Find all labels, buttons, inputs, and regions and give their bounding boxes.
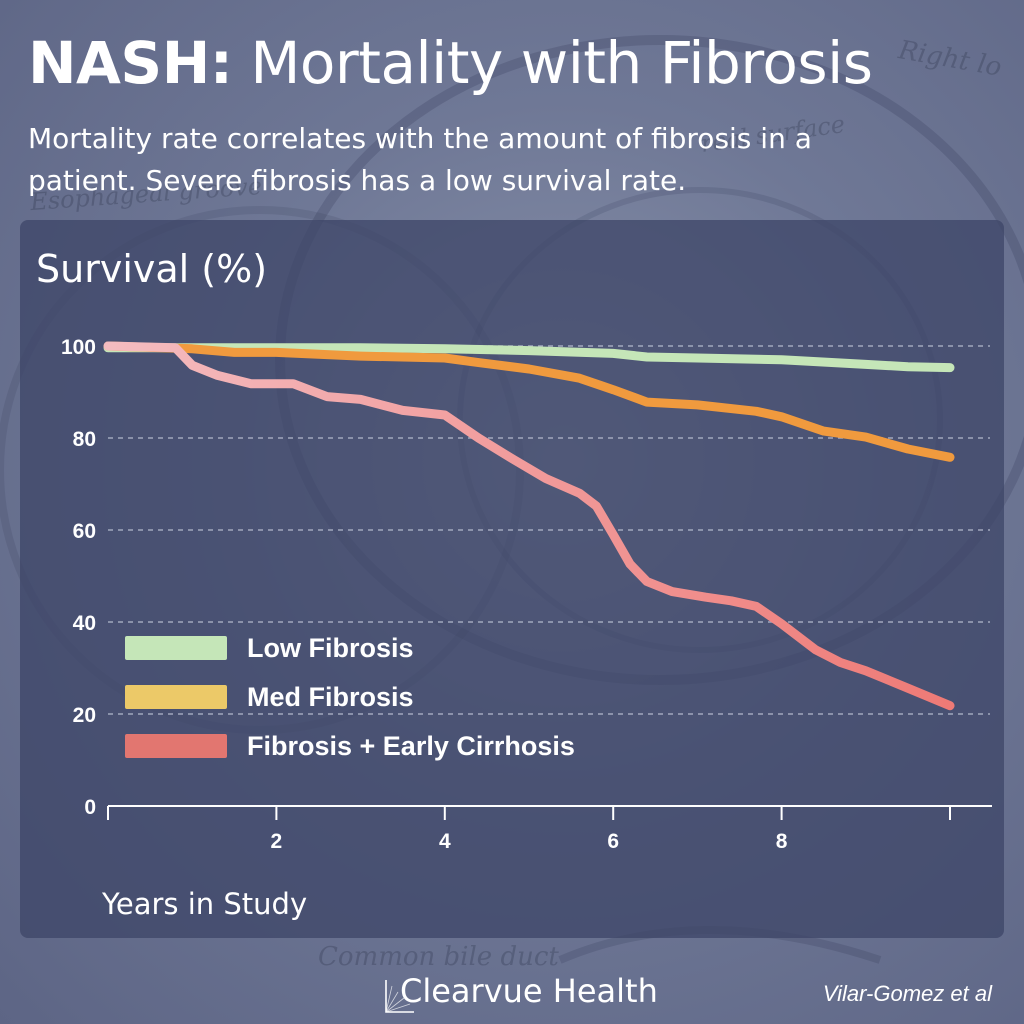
y-axis-title: Survival (%) (36, 247, 268, 291)
y-tick-label-60: 60 (73, 520, 96, 543)
x-axis-title: Years in Study (102, 887, 308, 921)
y-tick-label-100: 100 (61, 336, 96, 359)
y-tick-label-0: 0 (84, 796, 96, 819)
axis-layer: 0 20 40 60 80 100 2 4 6 8 (61, 336, 992, 853)
x-tick-label-8: 8 (776, 830, 788, 853)
brand-name: Clearvue Health (400, 972, 658, 1010)
x-tick-label-4: 4 (439, 830, 451, 853)
legend-label-high: Fibrosis + Early Cirrhosis (247, 731, 575, 761)
background-label-bile-duct: Common bile duct (318, 942, 559, 972)
legend-swatch-med (125, 685, 227, 709)
y-tick-label-80: 80 (73, 428, 96, 451)
legend-label-med: Med Fibrosis (247, 682, 414, 712)
y-tick-label-20: 20 (73, 704, 96, 727)
legend-label-low: Low Fibrosis (247, 633, 414, 663)
chart-panel (20, 220, 1004, 938)
page-title: NASH: Mortality with Fibrosis (28, 28, 873, 98)
grid-layer (108, 345, 990, 715)
series-line-med-fibrosis (103, 341, 955, 462)
title-bold: NASH: (28, 29, 233, 97)
legend-swatch-high (125, 734, 227, 758)
title-rest: Mortality with Fibrosis (232, 29, 873, 97)
x-tick-label-6: 6 (607, 830, 619, 853)
brand-logo-icon (385, 980, 414, 1013)
x-tick-label-2: 2 (271, 830, 283, 853)
source-credit: Vilar-Gomez et al (822, 981, 992, 1006)
line-layer (103, 341, 955, 711)
series-line-low-fibrosis (103, 343, 955, 373)
page-subtitle: Mortality rate correlates with the amoun… (28, 122, 812, 197)
legend-swatch-low (125, 636, 227, 660)
series-line-fibrosis-early-cirrhosis (103, 341, 955, 711)
y-tick-label-40: 40 (73, 612, 96, 635)
